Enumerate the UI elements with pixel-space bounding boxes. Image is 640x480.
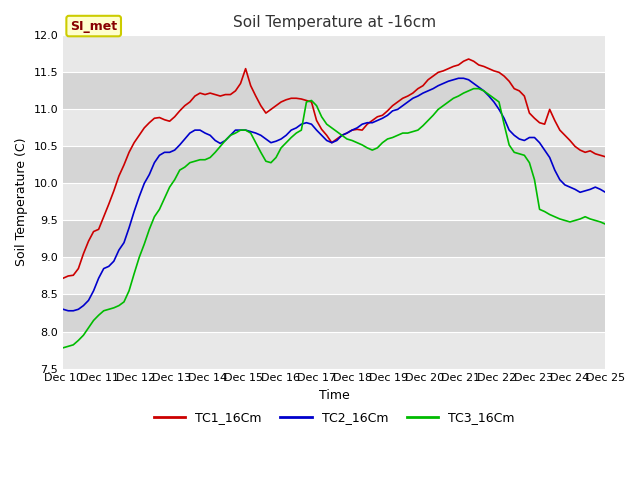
Bar [63,36,605,72]
TC3_16Cm [313,103,321,108]
TC1_16Cm [495,70,503,75]
Bar [63,220,605,257]
TC2_16Cm [150,160,158,166]
Bar [63,146,605,183]
TC3_16Cm [602,221,609,227]
Bar [63,109,605,146]
TC1_16Cm [602,154,609,160]
TC1_16Cm [115,173,123,179]
Line: TC3_16Cm: TC3_16Cm [63,89,605,348]
TC3_16Cm [470,86,477,92]
TC1_16Cm [313,118,321,123]
TC2_16Cm [546,155,554,160]
TC3_16Cm [531,177,538,182]
Y-axis label: Soil Temperature (C): Soil Temperature (C) [15,138,28,266]
Text: SI_met: SI_met [70,20,117,33]
Bar [63,332,605,369]
TC2_16Cm [318,132,326,138]
TC1_16Cm [596,153,604,158]
TC2_16Cm [60,306,67,312]
Line: TC2_16Cm: TC2_16Cm [63,78,605,311]
TC1_16Cm [145,120,153,126]
Title: Soil Temperature at -16cm: Soil Temperature at -16cm [233,15,436,30]
TC3_16Cm [596,219,604,225]
TC2_16Cm [602,190,609,195]
Bar [63,72,605,109]
TC1_16Cm [531,115,538,121]
TC3_16Cm [495,99,503,105]
Bar [63,257,605,295]
X-axis label: Time: Time [319,389,349,402]
TC3_16Cm [115,303,123,309]
TC1_16Cm [465,56,472,62]
TC2_16Cm [536,140,543,145]
TC1_16Cm [60,276,67,281]
Bar [63,183,605,220]
Line: TC1_16Cm: TC1_16Cm [63,59,605,278]
Legend: TC1_16Cm, TC2_16Cm, TC3_16Cm: TC1_16Cm, TC2_16Cm, TC3_16Cm [149,406,520,429]
TC3_16Cm [145,227,153,232]
TC3_16Cm [60,345,67,351]
TC2_16Cm [454,75,462,81]
TC2_16Cm [120,240,128,246]
TC2_16Cm [65,308,72,313]
Bar [63,295,605,332]
TC2_16Cm [500,115,508,121]
